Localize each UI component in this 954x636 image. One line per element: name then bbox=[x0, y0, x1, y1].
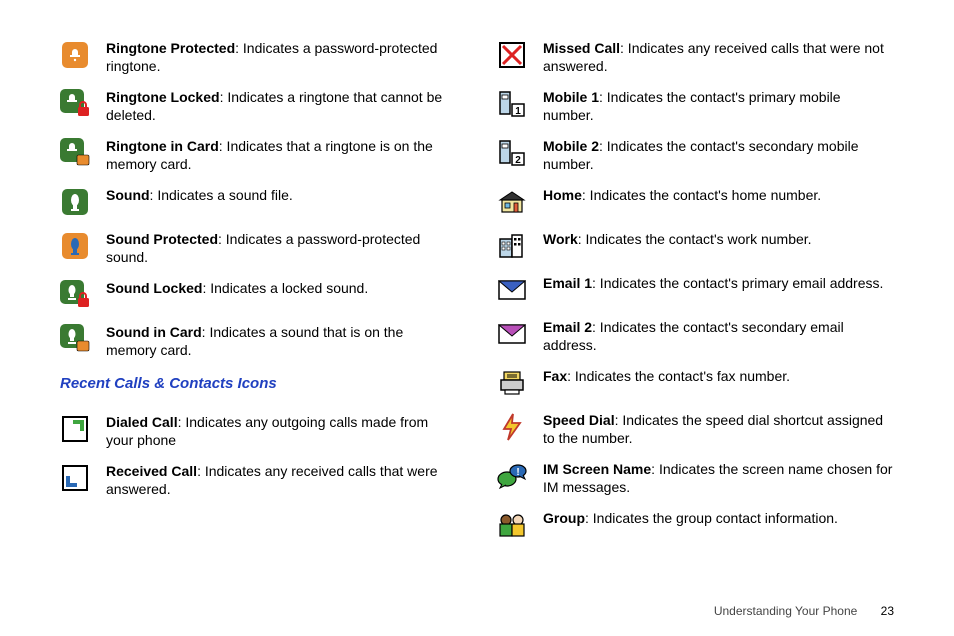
item-text: Missed Call: Indicates any received call… bbox=[543, 40, 894, 75]
mobile-2-icon: 2 bbox=[497, 138, 527, 168]
list-item: Missed Call: Indicates any received call… bbox=[497, 40, 894, 75]
item-text: Ringtone Locked: Indicates a ringtone th… bbox=[106, 89, 457, 124]
sound-in-card-icon bbox=[60, 324, 90, 354]
list-item: Work: Indicates the contact's work numbe… bbox=[497, 231, 894, 261]
email-2-icon bbox=[497, 319, 527, 349]
ringtone-protected-icon bbox=[60, 40, 90, 70]
term: Email 2 bbox=[543, 319, 592, 335]
list-item: Sound: Indicates a sound file. bbox=[60, 187, 457, 217]
term: Group bbox=[543, 510, 585, 526]
home-icon bbox=[497, 187, 527, 217]
fax-icon bbox=[497, 368, 527, 398]
item-text: Group: Indicates the group contact infor… bbox=[543, 510, 894, 528]
speed-dial-icon bbox=[497, 412, 527, 442]
term: Speed Dial bbox=[543, 412, 615, 428]
item-text: Sound Locked: Indicates a locked sound. bbox=[106, 280, 457, 298]
page-footer: Understanding Your Phone 23 bbox=[714, 604, 894, 618]
term: Email 1 bbox=[543, 275, 592, 291]
item-text: Ringtone in Card: Indicates that a ringt… bbox=[106, 138, 457, 173]
sound-locked-icon bbox=[60, 280, 90, 310]
item-text: Email 1: Indicates the contact's primary… bbox=[543, 275, 894, 293]
page-content: Ringtone Protected: Indicates a password… bbox=[0, 0, 954, 574]
list-item: Received Call: Indicates any received ca… bbox=[60, 463, 457, 498]
list-item: Sound Protected: Indicates a password-pr… bbox=[60, 231, 457, 266]
item-text: IM Screen Name: Indicates the screen nam… bbox=[543, 461, 894, 496]
list-item: Group: Indicates the group contact infor… bbox=[497, 510, 894, 540]
item-text: Sound in Card: Indicates a sound that is… bbox=[106, 324, 457, 359]
body: : Indicates the contact's work number. bbox=[578, 231, 812, 247]
term: Mobile 2 bbox=[543, 138, 599, 154]
received-call-icon bbox=[60, 463, 90, 493]
svg-text:1: 1 bbox=[515, 106, 521, 117]
list-item: Dialed Call: Indicates any outgoing call… bbox=[60, 414, 457, 449]
ringtone-locked-icon bbox=[60, 89, 90, 119]
term: Dialed Call bbox=[106, 414, 178, 430]
item-text: Dialed Call: Indicates any outgoing call… bbox=[106, 414, 457, 449]
right-column: Missed Call: Indicates any received call… bbox=[497, 40, 894, 554]
svg-text:!: ! bbox=[516, 467, 519, 478]
item-text: Ringtone Protected: Indicates a password… bbox=[106, 40, 457, 75]
term: Home bbox=[543, 187, 582, 203]
list-item: Ringtone Locked: Indicates a ringtone th… bbox=[60, 89, 457, 124]
body: : Indicates the contact's primary email … bbox=[592, 275, 883, 291]
svg-text:2: 2 bbox=[515, 155, 521, 166]
section-heading: Recent Calls & Contacts Icons bbox=[60, 375, 457, 392]
body: : Indicates the contact's fax number. bbox=[567, 368, 790, 384]
sound-protected-icon bbox=[60, 231, 90, 261]
item-text: Mobile 1: Indicates the contact's primar… bbox=[543, 89, 894, 124]
work-icon bbox=[497, 231, 527, 261]
item-text: Mobile 2: Indicates the contact's second… bbox=[543, 138, 894, 173]
page-number: 23 bbox=[881, 604, 894, 618]
term: IM Screen Name bbox=[543, 461, 651, 477]
body: : Indicates a sound file. bbox=[150, 187, 293, 203]
list-item: Ringtone in Card: Indicates that a ringt… bbox=[60, 138, 457, 173]
item-text: Sound: Indicates a sound file. bbox=[106, 187, 457, 205]
body: : Indicates the contact's home number. bbox=[582, 187, 821, 203]
term: Sound bbox=[106, 187, 150, 203]
body: : Indicates the group contact informatio… bbox=[585, 510, 838, 526]
dialed-call-icon bbox=[60, 414, 90, 444]
email-1-icon bbox=[497, 275, 527, 305]
list-item: Home: Indicates the contact's home numbe… bbox=[497, 187, 894, 217]
item-text: Email 2: Indicates the contact's seconda… bbox=[543, 319, 894, 354]
item-text: Fax: Indicates the contact's fax number. bbox=[543, 368, 894, 386]
list-item: Fax: Indicates the contact's fax number. bbox=[497, 368, 894, 398]
list-item: Ringtone Protected: Indicates a password… bbox=[60, 40, 457, 75]
footer-text: Understanding Your Phone bbox=[714, 604, 857, 618]
term: Fax bbox=[543, 368, 567, 384]
item-text: Home: Indicates the contact's home numbe… bbox=[543, 187, 894, 205]
term: Mobile 1 bbox=[543, 89, 599, 105]
term: Received Call bbox=[106, 463, 197, 479]
item-text: Speed Dial: Indicates the speed dial sho… bbox=[543, 412, 894, 447]
item-text: Received Call: Indicates any received ca… bbox=[106, 463, 457, 498]
item-text: Sound Protected: Indicates a password-pr… bbox=[106, 231, 457, 266]
list-item: Email 1: Indicates the contact's primary… bbox=[497, 275, 894, 305]
im-screen-name-icon: ! bbox=[497, 461, 527, 491]
missed-call-icon bbox=[497, 40, 527, 70]
item-text: Work: Indicates the contact's work numbe… bbox=[543, 231, 894, 249]
sound-icon bbox=[60, 187, 90, 217]
term: Ringtone in Card bbox=[106, 138, 219, 154]
list-item: Sound in Card: Indicates a sound that is… bbox=[60, 324, 457, 359]
list-item: Sound Locked: Indicates a locked sound. bbox=[60, 280, 457, 310]
term: Ringtone Protected bbox=[106, 40, 235, 56]
term: Ringtone Locked bbox=[106, 89, 220, 105]
term: Missed Call bbox=[543, 40, 620, 56]
list-item: 2 Mobile 2: Indicates the contact's seco… bbox=[497, 138, 894, 173]
list-item: Speed Dial: Indicates the speed dial sho… bbox=[497, 412, 894, 447]
term: Sound Locked bbox=[106, 280, 202, 296]
term: Sound in Card bbox=[106, 324, 202, 340]
group-icon bbox=[497, 510, 527, 540]
mobile-1-icon: 1 bbox=[497, 89, 527, 119]
term: Work bbox=[543, 231, 578, 247]
left-column: Ringtone Protected: Indicates a password… bbox=[60, 40, 457, 554]
body: : Indicates a locked sound. bbox=[202, 280, 368, 296]
list-item: 1 Mobile 1: Indicates the contact's prim… bbox=[497, 89, 894, 124]
list-item: Email 2: Indicates the contact's seconda… bbox=[497, 319, 894, 354]
ringtone-in-card-icon bbox=[60, 138, 90, 168]
list-item: ! IM Screen Name: Indicates the screen n… bbox=[497, 461, 894, 496]
term: Sound Protected bbox=[106, 231, 218, 247]
